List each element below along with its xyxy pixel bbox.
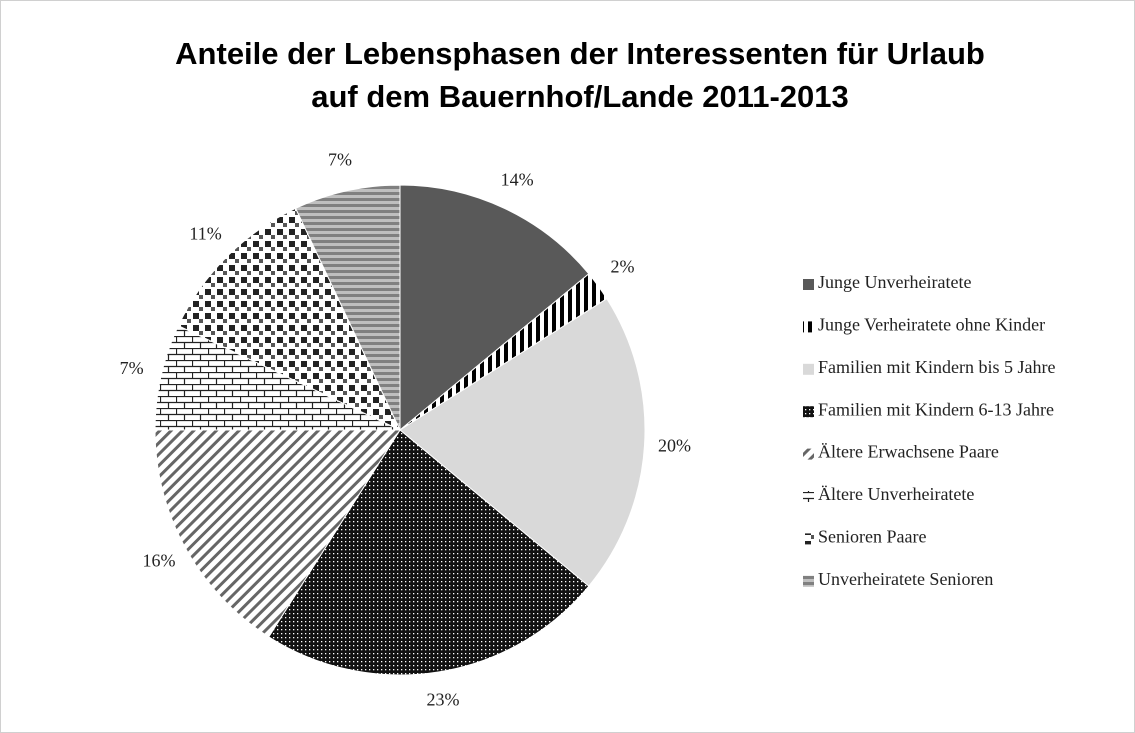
pie-slice	[268, 429, 590, 676]
legend-label: Junge Unverheiratete	[818, 272, 971, 292]
pie-slice	[177, 207, 402, 432]
legend-label: Junge Verheiratete ohne Kinder	[818, 315, 1045, 335]
legend-swatch	[803, 279, 814, 290]
data-label: 23%	[427, 690, 460, 710]
legend-label: Ältere Erwachsene Paare	[818, 442, 999, 462]
legend-label: Familien mit Kindern bis 5 Jahre	[818, 357, 1055, 377]
pie-slice	[399, 184, 590, 432]
legend-swatch	[803, 575, 814, 587]
pie-slice	[154, 429, 401, 638]
legend-swatch	[803, 321, 814, 333]
pie-slice	[399, 298, 646, 587]
data-label: 7%	[120, 358, 144, 378]
legend-swatch	[803, 363, 814, 375]
data-label: 2%	[610, 256, 634, 276]
legend-label: Unverheiratete Senioren	[818, 569, 993, 589]
pie-slice	[154, 325, 401, 431]
data-label: 16%	[143, 551, 176, 571]
legend-swatch	[803, 448, 814, 460]
chart-title: Anteile der Lebensphasen der Interessent…	[175, 36, 985, 71]
pie-slice	[295, 184, 401, 431]
data-label: 14%	[501, 169, 534, 189]
legend-label: Ältere Unverheiratete	[818, 484, 974, 504]
legend-swatch	[803, 491, 814, 502]
legend-label: Familien mit Kindern 6-13 Jahre	[818, 399, 1054, 419]
data-label: 11%	[189, 224, 221, 244]
chart-title: auf dem Bauernhof/Lande 2011-2013	[311, 79, 849, 114]
legend-swatch	[803, 406, 814, 418]
legend-label: Senioren Paare	[818, 527, 926, 547]
data-label: 7%	[328, 150, 352, 170]
legend-swatch	[803, 533, 814, 545]
data-label: 20%	[658, 435, 691, 455]
